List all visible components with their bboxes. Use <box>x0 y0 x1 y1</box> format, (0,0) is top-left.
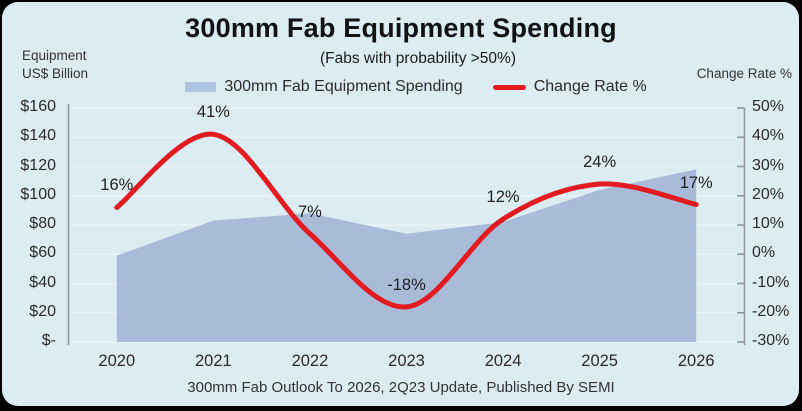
y-axis-tick-label: $- <box>41 332 56 349</box>
x-axis-tick-label: 2023 <box>388 352 425 370</box>
chart-legend: 300mm Fab Equipment Spending Change Rate… <box>0 77 802 97</box>
y-axis-tick-label: $120 <box>20 156 56 174</box>
y-axis-tick-label: 30% <box>752 156 785 174</box>
change-rate-data-label: 17% <box>679 173 713 192</box>
source-note: 300mm Fab Outlook To 2026, 2Q23 Update, … <box>187 379 615 396</box>
chart-title: 300mm Fab Equipment Spending <box>185 13 617 43</box>
x-axis-tick-label: 2026 <box>677 352 715 370</box>
x-axis-tick-label: 2024 <box>484 352 522 370</box>
left-axis-title: Equipment US$ Billion <box>22 48 89 81</box>
area-series-shape <box>116 169 697 342</box>
y-axis-tick-label: 20% <box>752 185 785 203</box>
chart-subtitle: (Fabs with probability >50%) <box>320 50 516 67</box>
x-axis-tick-label: 2020 <box>98 352 136 370</box>
y-axis-tick-label: $100 <box>20 185 56 203</box>
y-axis-tick-label: $40 <box>29 273 56 291</box>
change-rate-line <box>114 131 699 310</box>
change-rate-data-label: -18% <box>387 275 426 294</box>
y-axis-tick-label: -10% <box>752 273 790 291</box>
y-axis-tick-label: 40% <box>752 127 785 145</box>
change-rate-data-label: 12% <box>486 188 520 207</box>
y-axis-tick-label: $20 <box>29 302 56 320</box>
legend-label-spending: 300mm Fab Equipment Spending <box>224 78 463 95</box>
line-series-swatch-icon <box>492 84 526 90</box>
x-axis-tick-label: 2025 <box>581 352 618 370</box>
y-axis-tick-label: $160 <box>20 98 56 115</box>
x-axis-tick-label: 2021 <box>194 352 232 370</box>
y-axis-tick-label: $60 <box>29 244 56 262</box>
area-series-swatch-icon <box>185 82 217 92</box>
legend-item-spending: 300mm Fab Equipment Spending <box>185 78 463 96</box>
y-axis-tick-label: $80 <box>29 215 56 232</box>
x-axis-tick-label: 2022 <box>291 352 329 370</box>
right-axis-title: Change Rate % <box>696 66 792 81</box>
change-rate-data-label: 7% <box>297 202 322 221</box>
legend-item-rate: Change Rate % <box>492 78 647 96</box>
legend-label-rate: Change Rate % <box>533 78 647 95</box>
change-rate-data-label: 41% <box>196 103 230 122</box>
y-axis-tick-label: 0% <box>752 244 776 262</box>
y-axis-tick-label: 10% <box>752 215 785 232</box>
change-rate-data-label: 16% <box>100 176 134 195</box>
change-rate-data-label: 24% <box>583 153 617 172</box>
y-axis-tick-label: $140 <box>20 127 56 145</box>
y-axis-tick-label: -20% <box>752 302 790 320</box>
y-axis-tick-label: -30% <box>752 332 790 349</box>
y-axis-tick-label: 50% <box>752 98 785 115</box>
